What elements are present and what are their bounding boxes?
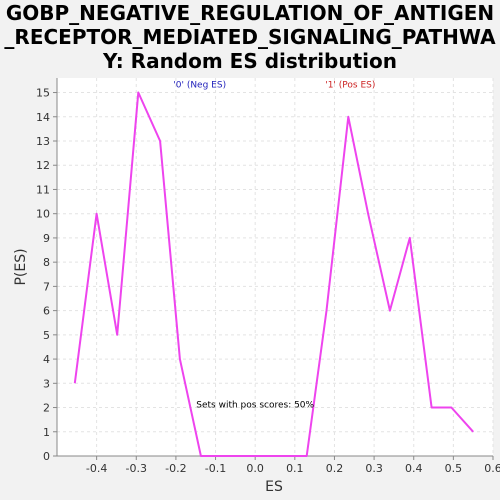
y-tick-label: 5	[43, 329, 50, 342]
chart-title-line-3: Y: Random ES distribution	[102, 49, 397, 73]
x-axis-title: ES	[265, 479, 283, 495]
y-tick-label: 10	[36, 208, 50, 221]
y-tick-label: 4	[43, 353, 50, 366]
y-axis-title: P(ES)	[13, 248, 29, 285]
y-tick-label: 11	[36, 183, 50, 196]
chart-title-line-1: GOBP_NEGATIVE_REGULATION_OF_ANTIGEN	[6, 1, 494, 25]
x-tick-label: 0.6	[484, 462, 500, 475]
x-tick-label: -0.3	[126, 462, 147, 475]
y-tick-label: 7	[43, 280, 50, 293]
x-tick-label: 0.1	[286, 462, 304, 475]
y-tick-label: 13	[36, 135, 50, 148]
x-ticks: -0.4 -0.3 -0.2 -0.1 0.0 0.1 0.2 0.3 0.4 0.5 0.6	[86, 456, 500, 475]
y-tick-label: 12	[36, 159, 50, 172]
y-tick-label: 6	[43, 305, 50, 318]
x-tick-label: -0.4	[86, 462, 107, 475]
y-tick-label: 9	[43, 232, 50, 245]
annotation-label: '0' (Neg ES)	[173, 81, 226, 91]
x-tick-label: 0.4	[405, 462, 423, 475]
y-tick-label: 3	[43, 377, 50, 390]
x-tick-label: 0.0	[246, 462, 264, 475]
x-tick-label: -0.2	[165, 462, 186, 475]
annotation-label: Sets with pos scores: 50%	[196, 401, 314, 411]
x-tick-label: 0.3	[365, 462, 383, 475]
chart-title-line-2: _RECEPTOR_MEDIATED_SIGNALING_PATHWA	[4, 25, 496, 49]
chart-title: GOBP_NEGATIVE_REGULATION_OF_ANTIGEN _REC…	[4, 1, 496, 73]
annotation-label: '1' (Pos ES)	[325, 81, 375, 91]
x-tick-label: 0.5	[445, 462, 463, 475]
annotations: '0' (Neg ES) '1' (Pos ES) Sets with pos sc…	[173, 81, 375, 411]
series-line	[73, 91, 474, 457]
y-tick-label: 15	[36, 87, 50, 100]
y-tick-label: 0	[43, 450, 50, 463]
x-tick-label: 0.2	[326, 462, 344, 475]
x-tick-label: -0.1	[205, 462, 226, 475]
y-tick-label: 2	[43, 402, 50, 415]
y-tick-label: 14	[36, 111, 50, 124]
y-tick-label: 1	[43, 426, 50, 439]
series	[73, 91, 474, 457]
grid	[57, 78, 494, 457]
y-tick-label: 8	[43, 256, 50, 269]
